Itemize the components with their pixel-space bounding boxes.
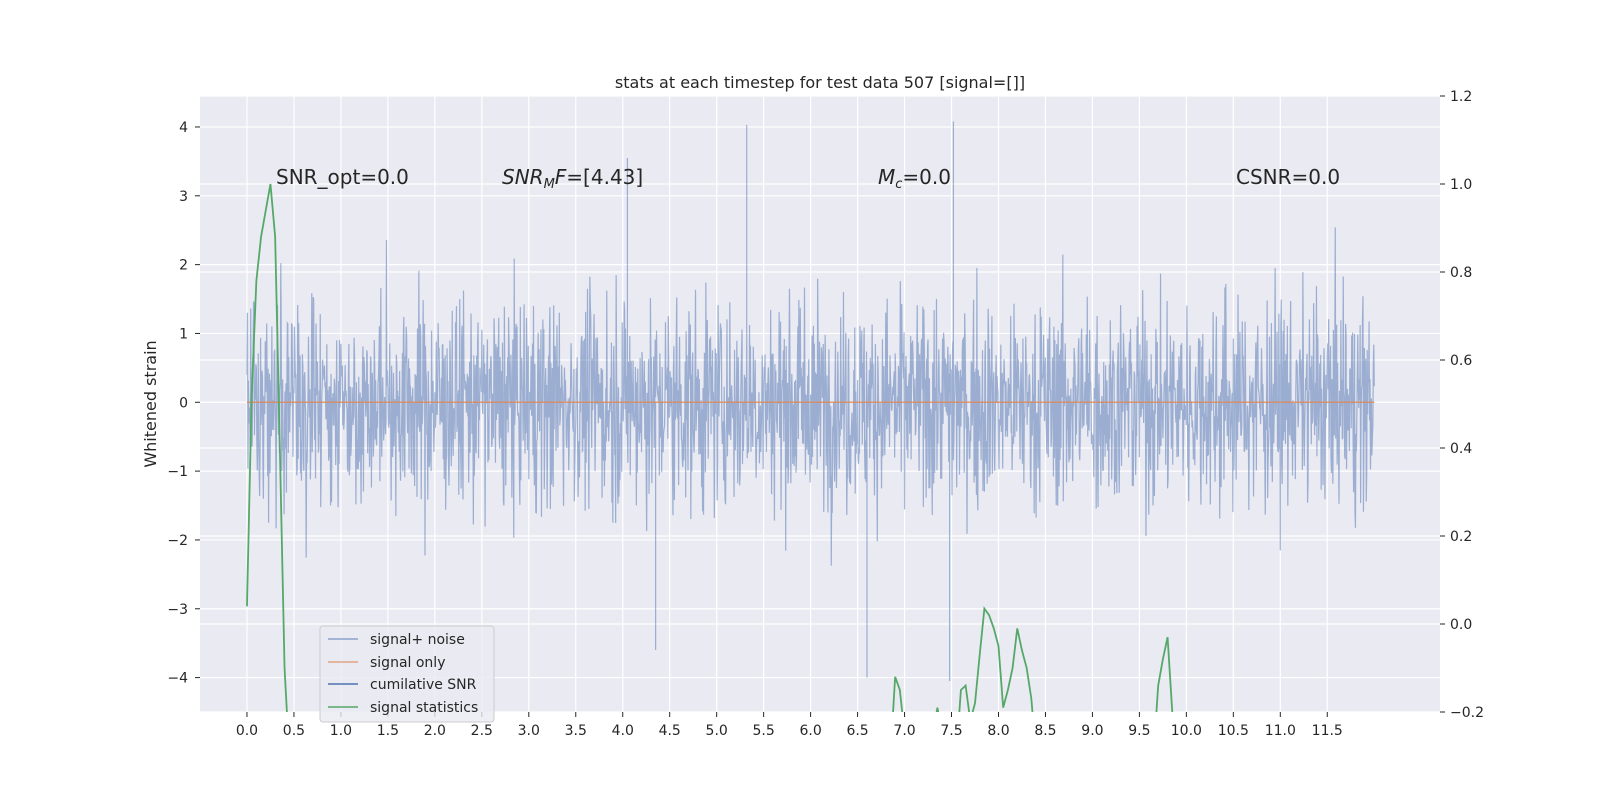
legend: signal+ noise signal only cumilative SNR…	[319, 625, 495, 723]
x-tick-label: 8.5	[1034, 723, 1056, 739]
annotation-snr-mf: SNRMF=[4.43]	[502, 165, 643, 192]
x-tick-label: 6.5	[846, 723, 868, 739]
y-tick-label: 2	[179, 258, 188, 274]
y-tick-label: 0	[179, 395, 188, 411]
x-tick-label: 11.0	[1265, 723, 1296, 739]
y2-tick-label: 0.4	[1450, 441, 1472, 457]
y-axis-left: 4 3 2 1 0 −1 −2 −3 −4	[167, 120, 200, 687]
y-tick-label: 1	[179, 326, 188, 342]
y2-tick-label: 0.2	[1450, 529, 1472, 545]
y-tick-label: −3	[167, 602, 188, 618]
x-tick-label: 3.0	[518, 723, 540, 739]
chart-title: stats at each timestep for test data 507…	[615, 73, 1025, 92]
series-signal-statistics-segment	[1155, 637, 1174, 712]
y-tick-label: 3	[179, 189, 188, 205]
x-tick-label: 9.0	[1081, 723, 1103, 739]
legend-label-signal-only: signal only	[370, 655, 445, 671]
y-axis-right: 1.2 1.0 0.8 0.6 0.4 0.2 0.0 −0.2	[1440, 89, 1484, 721]
legend-label-signal-statistics: signal statistics	[370, 700, 478, 716]
x-tick-label: 10.5	[1218, 723, 1249, 739]
x-tick-label: 2.0	[424, 723, 446, 739]
y-axis-label: Whitened strain	[141, 340, 160, 467]
legend-label-signal-noise: signal+ noise	[370, 632, 465, 648]
series-signal-noise	[246, 121, 1375, 682]
legend-box	[319, 625, 495, 723]
series-signal-statistics-segment	[935, 707, 940, 712]
x-tick-label: 0.0	[236, 723, 258, 739]
y2-tick-label: 1.2	[1450, 89, 1472, 105]
x-tick-label: 6.0	[799, 723, 821, 739]
legend-label-cumulative-snr: cumilative SNR	[370, 677, 477, 693]
y-tick-label: 4	[179, 120, 188, 136]
x-tick-label: 1.0	[330, 723, 352, 739]
x-tick-label: 11.5	[1312, 723, 1343, 739]
series-signal-statistics-segment	[892, 676, 904, 712]
series-signal-statistics-segment	[958, 606, 1034, 712]
y-tick-label: −1	[167, 464, 188, 480]
x-axis: 0.0 0.5 1.0 1.5 2.0 2.5 3.0 3.5 4.0 4.5 5.0 5.5 6.0 6…	[236, 712, 1343, 739]
x-tick-label: 8.0	[987, 723, 1009, 739]
x-tick-label: 4.5	[659, 723, 681, 739]
x-tick-label: 7.0	[893, 723, 915, 739]
series-signal-statistics	[246, 183, 288, 712]
x-tick-label: 10.0	[1171, 723, 1202, 739]
x-tick-label: 9.5	[1128, 723, 1150, 739]
annotation-snr-opt: SNR_opt=0.0	[276, 165, 409, 189]
x-tick-label: 0.5	[283, 723, 305, 739]
x-tick-label: 2.5	[471, 723, 493, 739]
x-tick-label: 7.5	[940, 723, 962, 739]
annotation-mc: Mc=0.0	[878, 165, 951, 192]
series-layer	[246, 121, 1375, 712]
x-tick-label: 5.0	[706, 723, 728, 739]
annotations: SNR_opt=0.0 SNRMF=[4.43] Mc=0.0 CSNR=0.0	[276, 165, 1340, 192]
annotation-csnr: CSNR=0.0	[1236, 165, 1340, 189]
y2-tick-label: −0.2	[1450, 705, 1484, 721]
y2-tick-label: 0.6	[1450, 353, 1472, 369]
y2-tick-label: 1.0	[1450, 177, 1472, 193]
x-tick-label: 4.0	[612, 723, 634, 739]
y2-tick-label: 0.0	[1450, 617, 1472, 633]
y-tick-label: −2	[167, 533, 188, 549]
x-tick-label: 5.5	[753, 723, 775, 739]
x-tick-label: 3.5	[565, 723, 587, 739]
y-tick-label: −4	[167, 671, 188, 687]
y2-tick-label: 0.8	[1450, 265, 1472, 281]
x-tick-label: 1.5	[377, 723, 399, 739]
